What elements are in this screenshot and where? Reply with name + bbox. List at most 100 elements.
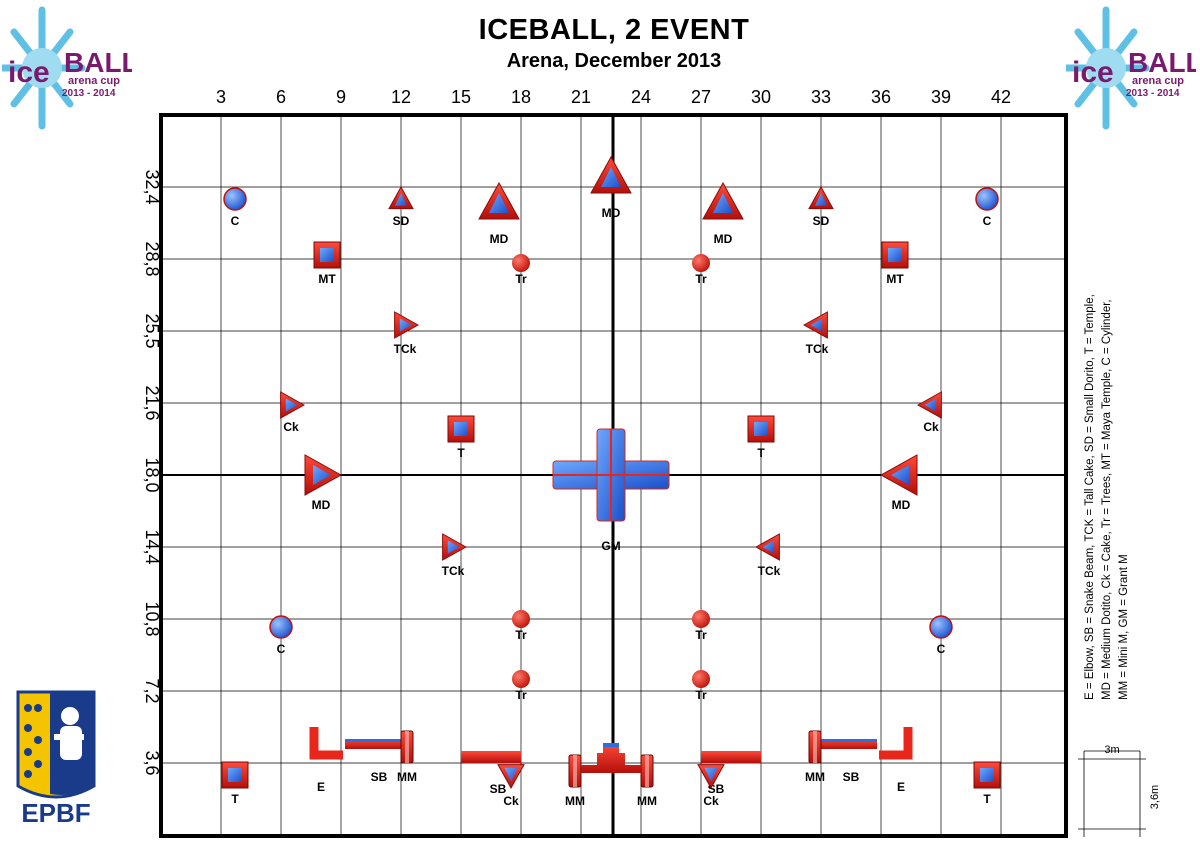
bunker-label: Tr xyxy=(515,688,527,702)
x-tick-label: 24 xyxy=(631,87,651,107)
temple-inner xyxy=(754,422,768,436)
bunker-label: SD xyxy=(393,214,410,228)
bunker-label: TCk xyxy=(442,564,465,578)
iceball-years-text: 2013 - 2014 xyxy=(1126,88,1180,99)
temple-inner xyxy=(320,248,334,262)
bunker-label: MM xyxy=(637,794,657,808)
iceball-ice-text: ice xyxy=(8,56,50,89)
bunker-maya-temple: MT xyxy=(881,241,909,286)
iceball-logo-left: ice BALL arena cup 2013 - 2014 xyxy=(2,6,132,130)
x-tick-label: 30 xyxy=(751,87,771,107)
bunker-cylinder: C xyxy=(269,615,293,656)
x-tick-label: 12 xyxy=(391,87,411,107)
bunker-cake: Ck xyxy=(280,391,306,434)
bunker-tree: Tr xyxy=(692,254,710,286)
x-tick-label: 42 xyxy=(991,87,1011,107)
bunker-label: MD xyxy=(892,498,911,512)
y-tick-label: 10,8 xyxy=(142,601,162,636)
x-tick-label: 18 xyxy=(511,87,531,107)
cylinder-mark xyxy=(223,187,247,211)
temple-inner xyxy=(454,422,468,436)
tree-mark xyxy=(512,670,530,688)
y-tick-label: 7,2 xyxy=(142,678,162,703)
iceball-years-text: 2013 - 2014 xyxy=(62,88,116,99)
temple-inner xyxy=(228,768,242,782)
scale-height-label: 3,6m xyxy=(1149,785,1161,809)
bunker-label: C xyxy=(231,214,240,228)
bunker-label: C xyxy=(937,642,946,656)
bunker-label: GM xyxy=(601,539,620,553)
tall-cake-mark-inner xyxy=(447,540,460,554)
x-tick-label: 36 xyxy=(871,87,891,107)
mini-m-inner xyxy=(645,755,649,787)
bunker-label: MD xyxy=(312,498,331,512)
small-dorito-mark-inner xyxy=(395,193,407,206)
bunker-elbow: E xyxy=(309,727,343,794)
bunker-tree: Tr xyxy=(692,670,710,702)
bunker-tree: Tr xyxy=(692,610,710,642)
tall-cake-mark-inner xyxy=(762,540,775,554)
medium-dorito-mark-inner xyxy=(489,193,509,213)
y-tick-label: 21,6 xyxy=(142,385,162,420)
bunker-label: MM xyxy=(397,770,417,784)
bunker-medium-dorito: MD xyxy=(590,155,632,220)
tall-cake-mark-inner xyxy=(810,318,823,332)
bunker-label: MD xyxy=(714,232,733,246)
bunker-tree: Tr xyxy=(512,254,530,286)
mini-m-inner xyxy=(405,731,409,763)
mini-m-inner xyxy=(573,755,577,787)
tree-mark xyxy=(692,670,710,688)
medium-dorito-mark-inner xyxy=(891,465,909,485)
bunker-tree: Tr xyxy=(512,610,530,642)
stars-icon xyxy=(24,704,42,778)
bunker-label: Tr xyxy=(695,628,707,642)
legend-line-2: MD = Medium Dotito, Ck = Cake, Tr = Tree… xyxy=(1101,299,1113,700)
x-tick-label: 9 xyxy=(336,87,346,107)
bunker-label: MD xyxy=(602,206,621,220)
iceball-ball-text: BALL xyxy=(1128,47,1196,78)
bunker-medium-dorito: MD xyxy=(478,181,520,246)
cylinder-mark xyxy=(269,615,293,639)
axis-ticks: 3 6 9 12 15 18 21 24 27 30 33 36 39 4232,428,825,521,… xyxy=(142,87,1011,776)
bunker-snake-beam: SB xyxy=(817,739,877,784)
snake-beam-mark xyxy=(701,751,761,763)
bunker-cylinder: C xyxy=(929,615,953,656)
bunker-label: MM xyxy=(565,794,585,808)
bunker-tall-cake: TCk xyxy=(442,533,468,578)
scale-box: 3m 3,6m xyxy=(1078,745,1161,837)
bunker-medium-dorito: MD xyxy=(879,454,918,512)
page-subtitle: Arena, December 2013 xyxy=(506,50,722,72)
y-tick-label: 14,4 xyxy=(142,529,162,564)
bunker-label: SB xyxy=(843,770,860,784)
medium-dorito-mark-inner xyxy=(713,193,733,213)
bunker-tall-cake: TCk xyxy=(802,311,829,356)
bunker-label: T xyxy=(983,792,991,806)
bunker-maya-temple: MT xyxy=(313,241,341,286)
bunker-label: Ck xyxy=(283,420,299,434)
x-tick-label: 21 xyxy=(571,87,591,107)
iceball-sub-text: arena cup xyxy=(68,75,120,87)
y-tick-label: 28,8 xyxy=(142,241,162,276)
page-title: ICEBALL, 2 EVENT xyxy=(478,14,750,46)
elbow-mark xyxy=(879,727,913,760)
cylinder-mark xyxy=(975,187,999,211)
bunker-mini-m: MM xyxy=(805,730,825,784)
bunker-cake: Ck xyxy=(497,764,525,808)
bunker-label: E xyxy=(317,780,325,794)
center-m-mark xyxy=(581,743,641,773)
bunker-label: Ck xyxy=(923,420,939,434)
medium-dorito-mark-inner xyxy=(313,465,331,485)
y-tick-label: 32,4 xyxy=(142,169,162,204)
bunker-label: TCk xyxy=(806,342,829,356)
legend-text: E = Elbow, SB = Snake Beam, TCK = Tall C… xyxy=(1082,294,1133,700)
bunker-medium-dorito: MD xyxy=(304,454,343,512)
bunker-medium-dorito: MD xyxy=(702,181,744,246)
elbow-mark xyxy=(309,727,343,760)
snake-beam-mark xyxy=(461,751,521,763)
bunker-label: TCk xyxy=(394,342,417,356)
iceball-logo-right: ice BALL arena cup 2013 - 2014 xyxy=(1066,6,1196,130)
tree-mark xyxy=(692,610,710,628)
bunker-label: Tr xyxy=(515,272,527,286)
grant-m-line-v xyxy=(610,429,612,521)
